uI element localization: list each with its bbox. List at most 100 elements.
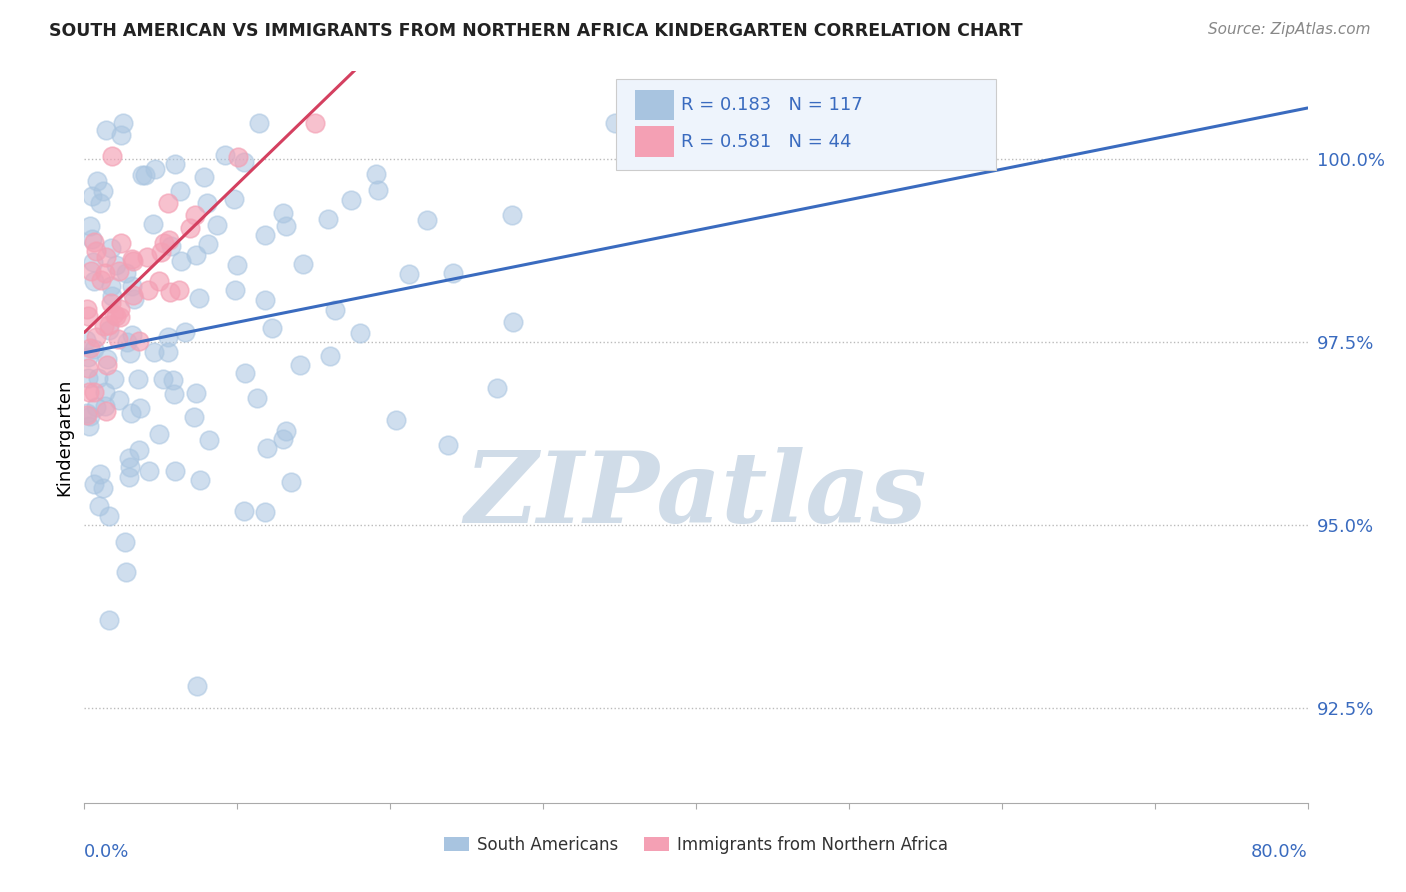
- Point: [416, 212, 439, 227]
- Point: [120, 406, 142, 420]
- Point: [103, 307, 125, 321]
- Point: [100, 289, 122, 303]
- Point: [247, 115, 270, 129]
- Point: [110, 128, 132, 142]
- Point: [118, 451, 141, 466]
- Point: [128, 334, 150, 348]
- Point: [280, 475, 302, 490]
- FancyBboxPatch shape: [616, 78, 995, 170]
- Point: [323, 303, 346, 318]
- Point: [101, 149, 124, 163]
- Point: [262, 320, 284, 334]
- Point: [77, 360, 100, 375]
- Point: [83, 384, 105, 399]
- Point: [169, 184, 191, 198]
- Point: [121, 288, 143, 302]
- Point: [80, 189, 103, 203]
- Point: [96, 352, 118, 367]
- Point: [103, 372, 125, 386]
- Point: [319, 349, 342, 363]
- Point: [94, 123, 117, 137]
- Point: [167, 283, 190, 297]
- Point: [121, 327, 143, 342]
- Point: [91, 184, 114, 198]
- Point: [82, 232, 104, 246]
- Point: [100, 278, 122, 293]
- Point: [122, 292, 145, 306]
- Point: [136, 250, 159, 264]
- Point: [349, 326, 371, 341]
- Point: [142, 217, 165, 231]
- Point: [121, 254, 143, 268]
- Point: [84, 400, 107, 414]
- Point: [107, 332, 129, 346]
- Legend: South Americans, Immigrants from Northern Africa: South Americans, Immigrants from Norther…: [437, 829, 955, 860]
- Point: [134, 168, 156, 182]
- Point: [114, 534, 136, 549]
- Point: [186, 679, 208, 693]
- Point: [290, 358, 312, 372]
- Point: [84, 244, 107, 258]
- Point: [291, 257, 314, 271]
- Text: Source: ZipAtlas.com: Source: ZipAtlas.com: [1208, 22, 1371, 37]
- Point: [163, 386, 186, 401]
- Point: [118, 469, 141, 483]
- Point: [89, 467, 111, 481]
- Point: [184, 209, 207, 223]
- Point: [115, 266, 138, 280]
- Point: [79, 219, 101, 234]
- Point: [83, 342, 105, 356]
- Point: [121, 252, 143, 266]
- Point: [197, 237, 219, 252]
- Point: [159, 285, 181, 300]
- Point: [79, 342, 101, 356]
- Point: [273, 206, 295, 220]
- Point: [276, 424, 298, 438]
- Point: [153, 235, 176, 250]
- Point: [87, 371, 110, 385]
- Point: [115, 334, 138, 349]
- Text: ZIPatlas: ZIPatlas: [465, 448, 927, 544]
- Point: [160, 239, 183, 253]
- Point: [193, 169, 215, 184]
- Text: R = 0.183   N = 117: R = 0.183 N = 117: [682, 96, 863, 114]
- Point: [156, 344, 179, 359]
- Text: 80.0%: 80.0%: [1251, 843, 1308, 861]
- Point: [142, 345, 165, 359]
- Point: [94, 400, 117, 414]
- Point: [98, 509, 121, 524]
- Point: [246, 391, 269, 405]
- Point: [112, 115, 135, 129]
- Point: [97, 318, 120, 332]
- Point: [90, 273, 112, 287]
- Point: [76, 350, 98, 364]
- Point: [79, 409, 101, 423]
- Point: [100, 241, 122, 255]
- Point: [80, 264, 103, 278]
- Point: [75, 333, 97, 347]
- Point: [83, 235, 105, 250]
- Point: [150, 244, 173, 259]
- Point: [104, 309, 127, 323]
- FancyBboxPatch shape: [636, 89, 673, 120]
- Point: [271, 432, 294, 446]
- Point: [77, 384, 100, 399]
- Point: [304, 115, 326, 129]
- Point: [179, 220, 201, 235]
- Point: [170, 254, 193, 268]
- Point: [188, 473, 211, 487]
- Point: [128, 442, 150, 457]
- Point: [118, 346, 141, 360]
- Point: [82, 254, 104, 268]
- Point: [100, 295, 122, 310]
- Point: [226, 150, 249, 164]
- Point: [233, 504, 256, 518]
- Point: [105, 258, 128, 272]
- Point: [93, 266, 115, 280]
- Point: [89, 499, 111, 513]
- Point: [138, 464, 160, 478]
- Point: [121, 278, 143, 293]
- Point: [76, 406, 98, 420]
- Point: [385, 413, 408, 427]
- Point: [253, 227, 276, 242]
